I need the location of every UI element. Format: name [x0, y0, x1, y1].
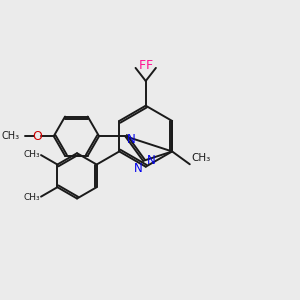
Text: CH₃: CH₃	[23, 193, 40, 202]
Text: F: F	[146, 59, 153, 72]
Text: O: O	[32, 130, 42, 143]
Text: CH₃: CH₃	[191, 153, 211, 163]
Text: N: N	[127, 133, 135, 146]
Text: F: F	[139, 59, 145, 72]
Text: CH₃: CH₃	[1, 131, 20, 141]
Text: N: N	[134, 162, 142, 175]
Text: CH₃: CH₃	[23, 150, 40, 159]
Text: N: N	[147, 154, 156, 167]
